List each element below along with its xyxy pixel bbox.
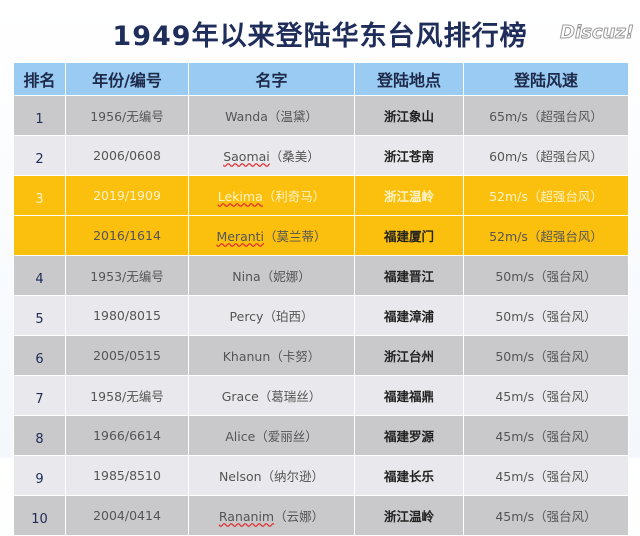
header-year: 年份/编号 bbox=[65, 62, 189, 96]
cell-year: 1985/8510 bbox=[65, 455, 189, 496]
cell-place: 福建漳浦 bbox=[354, 295, 464, 336]
name-en: Rananim bbox=[218, 509, 275, 524]
cell-name: Nina（妮娜） bbox=[188, 255, 355, 296]
table-row: 8 1966/6614 Alice（爱丽丝） 福建罗源 45m/s（强台风） bbox=[13, 415, 629, 456]
cell-name: Khanun（卡努） bbox=[188, 335, 355, 376]
cell-place: 浙江温岭 bbox=[354, 495, 464, 536]
cell-place: 福建厦门 bbox=[354, 215, 464, 256]
cell-year: 2006/0608 bbox=[65, 135, 189, 176]
cell-year: 1956/无编号 bbox=[65, 95, 189, 136]
cell-name: Wanda（温黛） bbox=[188, 95, 355, 136]
cell-rank: 7 bbox=[13, 375, 66, 416]
cell-place: 浙江温岭 bbox=[354, 175, 464, 216]
cell-rank bbox=[13, 215, 66, 256]
cell-place: 福建长乐 bbox=[354, 455, 464, 496]
cell-rank: 9 bbox=[13, 455, 66, 496]
header-speed: 登陆风速 bbox=[463, 62, 629, 96]
cell-speed: 50m/s（强台风） bbox=[463, 335, 629, 376]
table-row: 7 1958/无编号 Grace（葛瑞丝） 福建福鼎 45m/s（强台风） bbox=[13, 375, 629, 416]
cell-year: 2019/1909 bbox=[65, 175, 189, 216]
cell-speed: 45m/s（强台风） bbox=[463, 455, 629, 496]
cell-year: 1966/6614 bbox=[65, 415, 189, 456]
typhoon-ranking-table: 排名 年份/编号 名字 登陆地点 登陆风速 1 1956/无编号 Wanda（温黛）… bbox=[13, 62, 629, 536]
cell-name: Nelson（纳尔逊） bbox=[188, 455, 355, 496]
cell-place: 浙江苍南 bbox=[354, 135, 464, 176]
cell-rank: 10 bbox=[13, 495, 66, 536]
cell-rank: 2 bbox=[13, 135, 66, 176]
cell-name: Percy（珀西） bbox=[188, 295, 355, 336]
header-place: 登陆地点 bbox=[354, 62, 464, 96]
cell-place: 福建福鼎 bbox=[354, 375, 464, 416]
table-row: 5 1980/8015 Percy（珀西） 福建漳浦 50m/s（强台风） bbox=[13, 295, 629, 336]
cell-place: 浙江象山 bbox=[354, 95, 464, 136]
cell-name: Rananim（云娜） bbox=[188, 495, 355, 536]
header-rank: 排名 bbox=[13, 62, 66, 96]
cell-name: Alice（爱丽丝） bbox=[188, 415, 355, 456]
name-en: Lekima bbox=[217, 189, 263, 204]
cell-speed: 45m/s（强台风） bbox=[463, 415, 629, 456]
cell-rank: 8 bbox=[13, 415, 66, 456]
cell-speed: 50m/s（强台风） bbox=[463, 255, 629, 296]
table-row: 6 2005/0515 Khanun（卡努） 浙江台州 50m/s（强台风） bbox=[13, 335, 629, 376]
cell-place: 福建晋江 bbox=[354, 255, 464, 296]
table-row: 2 2006/0608 Saomai（桑美） 浙江苍南 60m/s（超强台风） bbox=[13, 135, 629, 176]
cell-rank: 1 bbox=[13, 95, 66, 136]
name-en: Saomai bbox=[223, 149, 270, 164]
cell-year: 2016/1614 bbox=[65, 215, 189, 256]
cell-rank: 4 bbox=[13, 255, 66, 296]
cell-rank: 5 bbox=[13, 295, 66, 336]
table-row: 10 2004/0414 Rananim（云娜） 浙江温岭 45m/s（强台风） bbox=[13, 495, 629, 536]
table-row: 9 1985/8510 Nelson（纳尔逊） 福建长乐 45m/s（强台风） bbox=[13, 455, 629, 496]
cell-speed: 45m/s（强台风） bbox=[463, 495, 629, 536]
cell-place: 浙江台州 bbox=[354, 335, 464, 376]
cell-speed: 52m/s（超强台风） bbox=[463, 215, 629, 256]
header-name: 名字 bbox=[188, 62, 355, 96]
page-title: 1949年以来登陆华东台风排行榜 bbox=[112, 21, 528, 52]
cell-name: Lekima（利奇马） bbox=[188, 175, 355, 216]
cell-speed: 52m/s（超强台风） bbox=[463, 175, 629, 216]
cell-speed: 50m/s（强台风） bbox=[463, 295, 629, 336]
table-row: 4 1953/无编号 Nina（妮娜） 福建晋江 50m/s（强台风） bbox=[13, 255, 629, 296]
cell-year: 1980/8015 bbox=[65, 295, 189, 336]
name-en: Meranti bbox=[216, 229, 265, 244]
table-header: 排名 年份/编号 名字 登陆地点 登陆风速 bbox=[13, 62, 629, 96]
cell-year: 1953/无编号 bbox=[65, 255, 189, 296]
table-row: 2016/1614 Meranti（莫兰蒂） 福建厦门 52m/s（超强台风） bbox=[13, 215, 629, 256]
cell-name: Saomai（桑美） bbox=[188, 135, 355, 176]
cell-year: 1958/无编号 bbox=[65, 375, 189, 416]
cell-year: 2005/0515 bbox=[65, 335, 189, 376]
table-row: 3 2019/1909 Lekima（利奇马） 浙江温岭 52m/s（超强台风） bbox=[13, 175, 629, 216]
cell-name: Meranti（莫兰蒂） bbox=[188, 215, 355, 256]
cell-name: Grace（葛瑞丝） bbox=[188, 375, 355, 416]
cell-speed: 60m/s（超强台风） bbox=[463, 135, 629, 176]
table-body: 1 1956/无编号 Wanda（温黛） 浙江象山 65m/s（超强台风） 2 2006/0… bbox=[13, 95, 629, 536]
cell-speed: 45m/s（强台风） bbox=[463, 375, 629, 416]
cell-year: 2004/0414 bbox=[65, 495, 189, 536]
cell-speed: 65m/s（超强台风） bbox=[463, 95, 629, 136]
table-row: 1 1956/无编号 Wanda（温黛） 浙江象山 65m/s（超强台风） bbox=[13, 95, 629, 136]
watermark-logo: Discuz! bbox=[560, 22, 635, 44]
cell-rank: 3 bbox=[13, 175, 66, 216]
cell-rank: 6 bbox=[13, 335, 66, 376]
cell-place: 福建罗源 bbox=[354, 415, 464, 456]
